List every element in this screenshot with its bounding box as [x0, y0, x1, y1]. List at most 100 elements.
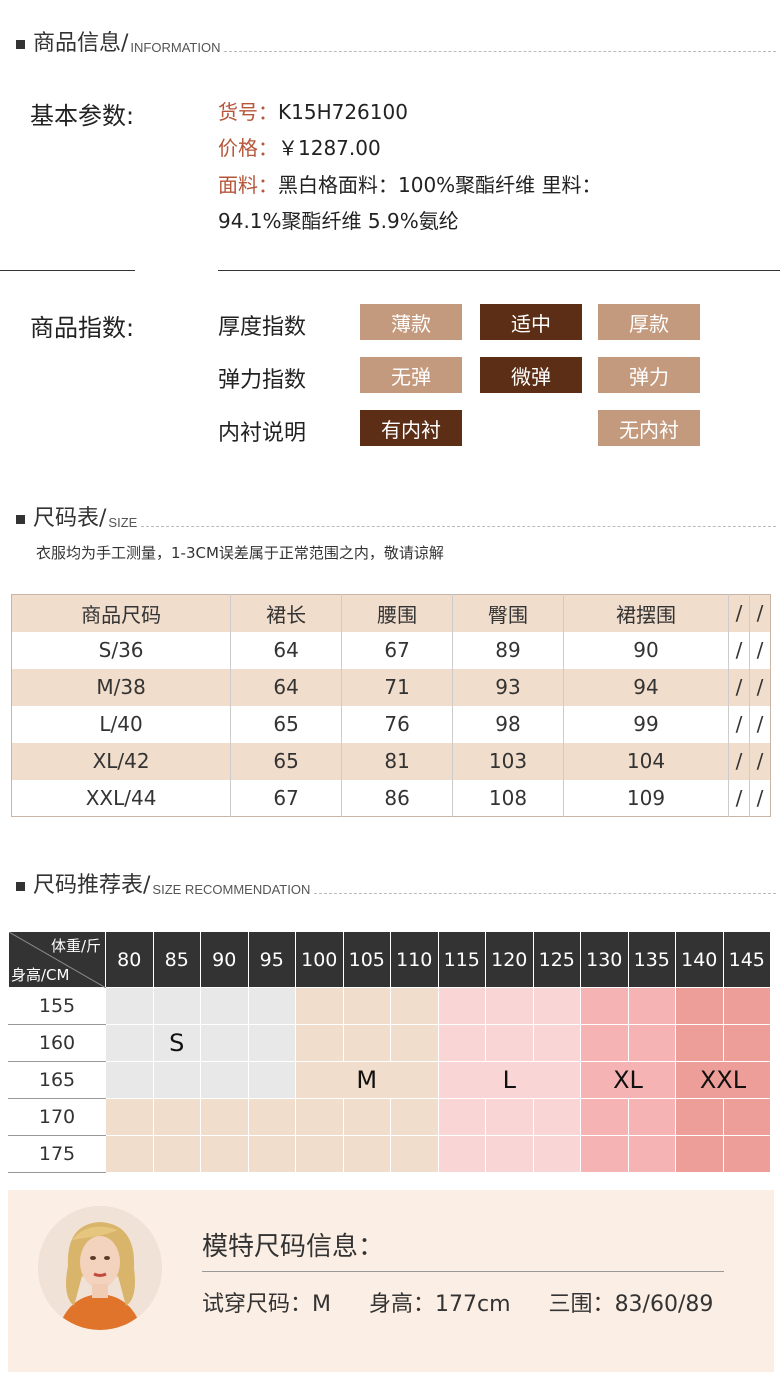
model-info-title: 模特尺码信息： — [202, 1232, 385, 1262]
rec-cell — [437, 987, 486, 1025]
size-section-subtitle: SIZE — [108, 515, 138, 530]
weight-header: 90 — [200, 931, 249, 988]
info-section-subtitle: INFORMATION — [130, 40, 221, 55]
rec-cell — [437, 1135, 486, 1173]
size-cell: / — [728, 742, 750, 780]
info-section-title: 商品信息/ — [33, 31, 129, 56]
thickness-thin-option: 薄款 — [360, 304, 462, 340]
rec-cell — [105, 987, 154, 1025]
rec-cell — [247, 1135, 296, 1173]
rec-cell — [342, 1024, 391, 1062]
rec-cell — [627, 1098, 676, 1136]
rec-section-title: 尺码推荐表/ — [33, 873, 151, 898]
rec-row: 155 — [8, 987, 771, 1025]
weight-header: 135 — [627, 931, 676, 988]
rec-cell — [152, 1135, 201, 1173]
rec-cell — [247, 1024, 296, 1062]
size-cell: / — [749, 668, 771, 706]
thickness-thick-option: 厚款 — [598, 304, 700, 340]
info-section-header: 商品信息/ INFORMATION — [16, 30, 776, 58]
size-header-cell: / — [728, 594, 750, 632]
product-index-label: 商品指数: — [30, 314, 135, 342]
height-header: 160 — [8, 1024, 106, 1062]
rec-cell — [390, 987, 439, 1025]
rec-cell — [485, 987, 534, 1025]
rec-cell — [722, 1135, 771, 1173]
rec-cell — [247, 1061, 296, 1099]
rec-cell — [152, 1098, 201, 1136]
rec-cell — [390, 1024, 439, 1062]
rec-cell — [580, 1098, 629, 1136]
size-cell: 104 — [563, 742, 730, 780]
fit-size-key: 试穿尺码： — [202, 1292, 313, 1317]
rec-cell — [627, 1135, 676, 1173]
height-header: 170 — [8, 1098, 106, 1136]
size-mark-s: S — [152, 1024, 201, 1062]
rec-row: 165 M L XL XXL — [8, 1061, 771, 1099]
size-cell: / — [756, 785, 764, 810]
rec-row: 160 S — [8, 1024, 771, 1062]
rec-header-row: 体重/斤 身高/CM 80 85 90 95 100 105 110 115 1… — [8, 931, 771, 988]
rec-cell — [532, 987, 581, 1025]
rec-cell — [342, 1098, 391, 1136]
weight-header: 95 — [247, 931, 296, 988]
rec-cell — [295, 1135, 344, 1173]
rec-cell — [675, 987, 724, 1025]
size-cell: / — [749, 742, 771, 780]
size-cell: M/38 — [11, 668, 232, 706]
size-cell: 64 — [230, 668, 343, 706]
size-table-row: XXL/44 67 86 108 109 / / — [11, 779, 771, 817]
weight-header: 145 — [722, 931, 771, 988]
model-divider — [202, 1271, 724, 1272]
rec-cell — [152, 987, 201, 1025]
weight-header: 115 — [437, 931, 486, 988]
rec-cell — [532, 1024, 581, 1062]
rec-cell — [485, 1098, 534, 1136]
size-cell: S/36 — [11, 631, 232, 669]
price-line: 价格：￥1287.00 — [218, 130, 381, 166]
elasticity-index-label: 弹力指数 — [218, 368, 307, 393]
size-cell: / — [756, 638, 764, 662]
rec-cell — [722, 1098, 771, 1136]
size-cell: 103 — [452, 742, 564, 780]
model-avatar — [38, 1206, 162, 1330]
weight-header: 125 — [532, 931, 581, 988]
size-header-cell: 裙摆围 — [563, 594, 730, 632]
rec-cell — [200, 1135, 249, 1173]
rec-cell — [675, 1098, 724, 1136]
rec-cell — [200, 1024, 249, 1062]
rec-cell — [532, 1098, 581, 1136]
size-cell: / — [728, 779, 750, 817]
rec-cell — [200, 1061, 249, 1099]
height-header: 155 — [8, 987, 106, 1025]
size-table: 商品尺码 裙长 腰围 臀围 裙摆围 / / S/36 64 67 89 90 /… — [11, 594, 771, 817]
size-header-cell: 臀围 — [452, 594, 564, 632]
size-cell: 98 — [452, 705, 564, 743]
item-number-value: K15H726100 — [278, 100, 408, 124]
rec-cell — [580, 1024, 629, 1062]
rec-cell — [675, 1135, 724, 1173]
height-axis-label: 身高/CM — [11, 966, 70, 984]
size-table-row: L/40 65 76 98 99 / / — [11, 705, 771, 743]
size-cell: 64 — [230, 631, 343, 669]
size-cell: / — [728, 705, 750, 743]
weight-header: 110 — [390, 931, 439, 988]
fabric-value: 黑白格面料：100%聚酯纤维 里料： — [278, 173, 602, 197]
rec-cell — [295, 1098, 344, 1136]
weight-header: 105 — [342, 931, 391, 988]
weight-header: 85 — [152, 931, 201, 988]
size-recommendation-table: 体重/斤 身高/CM 80 85 90 95 100 105 110 115 1… — [8, 931, 771, 1173]
square-bullet-icon — [16, 515, 25, 524]
rec-cell — [105, 1061, 154, 1099]
size-cell: 94 — [563, 668, 730, 706]
item-number-key: 货号： — [218, 100, 278, 124]
lining-label: 内衬说明 — [218, 421, 307, 446]
elasticity-none-option: 无弹 — [360, 357, 462, 393]
rec-row: 170 — [8, 1098, 771, 1136]
weight-header: 140 — [675, 931, 724, 988]
rec-cell — [390, 1135, 439, 1173]
size-header-cell: 商品尺码 — [11, 594, 232, 632]
rec-cell — [627, 987, 676, 1025]
height-header: 165 — [8, 1061, 106, 1099]
rec-cell — [722, 987, 771, 1025]
